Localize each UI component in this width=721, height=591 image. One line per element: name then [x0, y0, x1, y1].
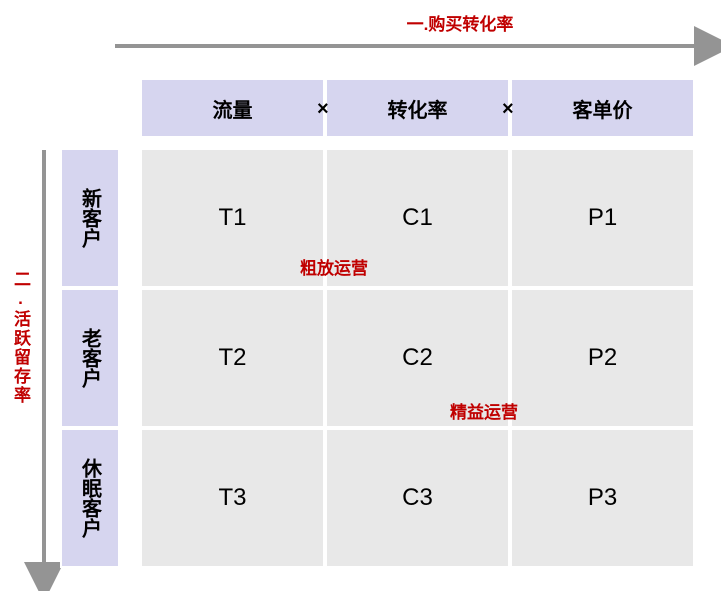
axis-x-title: 一.购买转化率	[360, 10, 560, 35]
row-header-1: 老客户	[60, 288, 120, 428]
col-header-1: 转化率	[325, 78, 510, 138]
cell-2-2: P3	[510, 428, 695, 568]
col-header-0: 流量	[140, 78, 325, 138]
cell-2-0: T3	[140, 428, 325, 568]
cell-0-2: P1	[510, 148, 695, 288]
mult-symbol-0: ×	[317, 98, 329, 121]
mult-symbol-1: ×	[502, 98, 514, 121]
cell-1-0: T2	[140, 288, 325, 428]
col-header-2: 客单价	[510, 78, 695, 138]
annotation-1: 精益运营	[450, 398, 518, 423]
annotation-0: 粗放运营	[300, 254, 368, 279]
cell-2-1: C3	[325, 428, 510, 568]
axis-y-title: 二.活跃留存率	[8, 270, 33, 405]
cell-1-2: P2	[510, 288, 695, 428]
row-header-0: 新客户	[60, 148, 120, 288]
row-header-2: 休眠客户	[60, 428, 120, 568]
cell-0-0: T1	[140, 148, 325, 288]
